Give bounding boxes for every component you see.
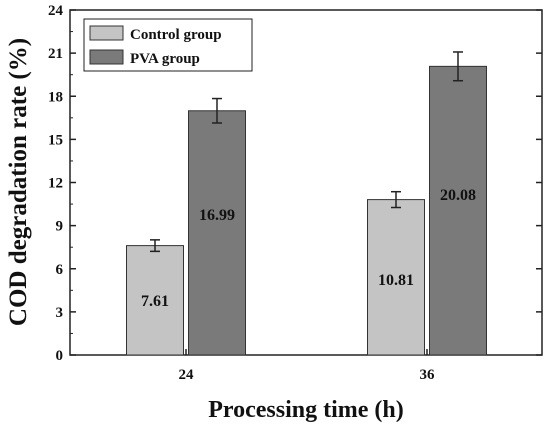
bar-pva-36 <box>429 65 487 356</box>
x-axis-title: Processing time (h) <box>208 397 404 423</box>
data-label: 7.61 <box>141 293 169 310</box>
x-axis: 24 36 <box>179 349 436 383</box>
legend: Control group PVA group <box>83 18 253 72</box>
data-labels-layer: 7.61 16.99 10.81 20.08 <box>141 187 476 310</box>
y-tick-label: 24 <box>48 3 64 19</box>
y-tick-label: 9 <box>56 219 64 235</box>
y-tick-label: 0 <box>56 348 64 364</box>
error-bars-layer <box>150 51 463 253</box>
legend-label-pva: PVA group <box>130 51 200 67</box>
legend-swatch-pva <box>89 49 124 65</box>
legend-swatch-control <box>89 25 124 41</box>
y-tick-label: 21 <box>48 46 63 62</box>
x-tick-label: 24 <box>179 367 195 383</box>
data-label: 20.08 <box>440 187 476 204</box>
data-label: 16.99 <box>199 207 235 224</box>
y-tick-label: 3 <box>56 305 64 321</box>
y-tick-label: 6 <box>56 262 64 278</box>
legend-label-control: Control group <box>130 27 222 43</box>
y-axis-title: COD degradation rate (%) <box>5 38 32 326</box>
y-axis: 0 3 6 9 12 15 18 21 24 <box>48 3 542 364</box>
bar-pva-24 <box>188 110 246 356</box>
bars-layer <box>126 65 487 356</box>
y-tick-label: 12 <box>48 176 63 192</box>
x-tick-label: 36 <box>420 367 436 383</box>
y-tick-label: 15 <box>48 132 63 148</box>
bar-control-24 <box>126 245 184 356</box>
y-tick-label: 18 <box>48 89 63 105</box>
data-label: 10.81 <box>378 272 414 289</box>
